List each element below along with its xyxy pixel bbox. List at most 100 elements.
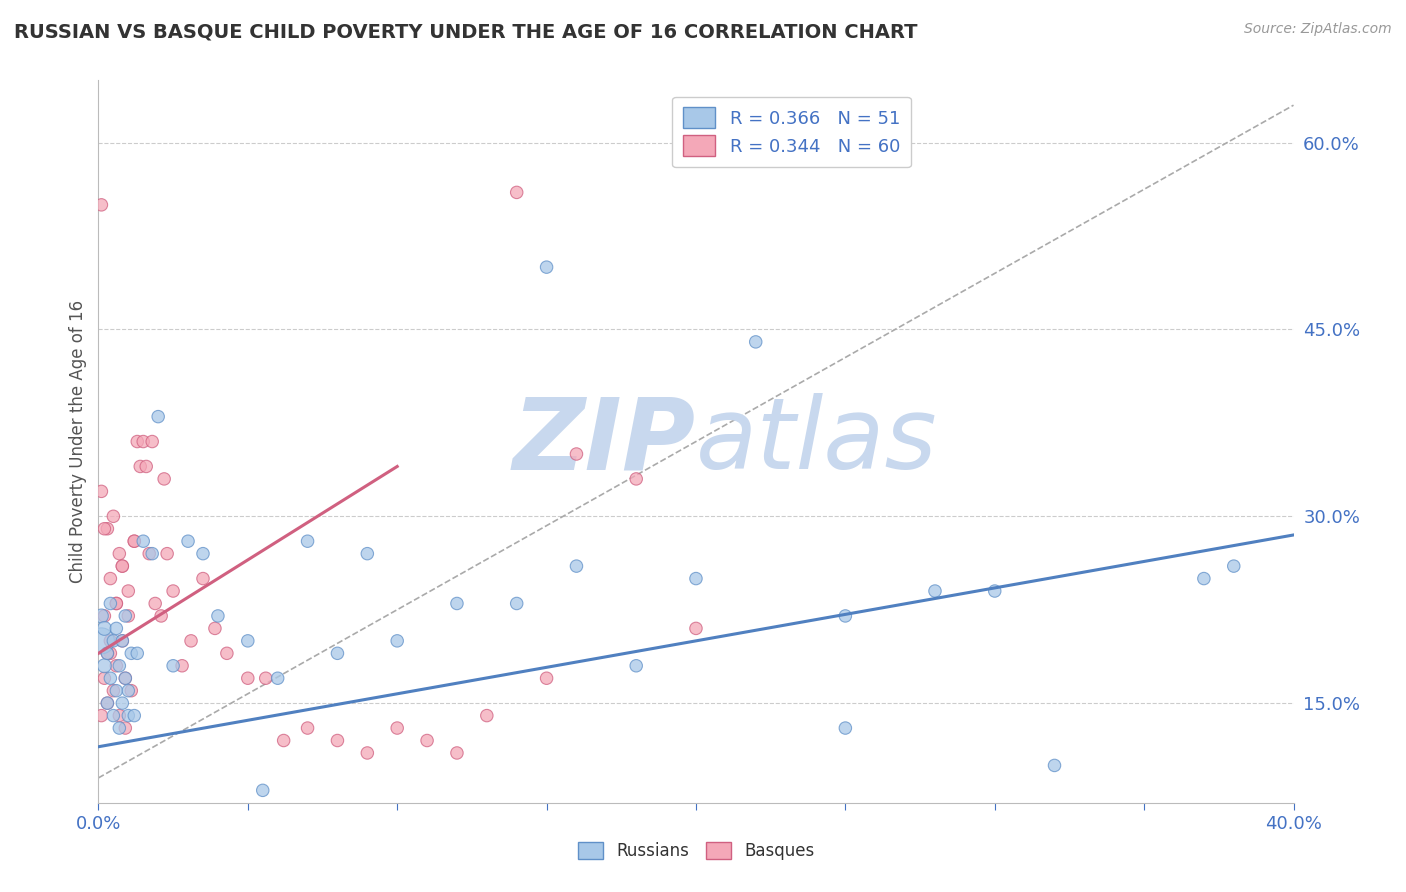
Point <box>93 621 115 635</box>
Point <box>103 683 125 698</box>
Text: atlas: atlas <box>696 393 938 490</box>
Point <box>108 547 131 561</box>
Point <box>114 721 136 735</box>
Point <box>685 621 707 635</box>
Point <box>180 633 202 648</box>
Point <box>475 708 498 723</box>
Point <box>356 746 378 760</box>
Point <box>108 658 131 673</box>
Point <box>446 597 468 611</box>
Point <box>207 609 229 624</box>
Point <box>98 671 122 685</box>
Point <box>105 621 128 635</box>
Point <box>141 434 163 449</box>
Point <box>90 609 112 624</box>
Point <box>834 721 856 735</box>
Point <box>132 534 155 549</box>
Point <box>124 534 146 549</box>
Point <box>297 534 319 549</box>
Text: Source: ZipAtlas.com: Source: ZipAtlas.com <box>1244 22 1392 37</box>
Point <box>98 572 122 586</box>
Point <box>111 633 134 648</box>
Point <box>117 584 139 599</box>
Point <box>132 434 155 449</box>
Legend: Russians, Basques: Russians, Basques <box>571 835 821 867</box>
Point <box>105 597 128 611</box>
Point <box>93 671 115 685</box>
Point <box>103 708 125 723</box>
Point <box>117 708 139 723</box>
Point <box>90 633 112 648</box>
Point <box>446 746 468 760</box>
Point <box>536 671 558 685</box>
Point <box>536 260 558 274</box>
Point <box>120 683 142 698</box>
Point <box>1192 572 1215 586</box>
Point <box>356 547 378 561</box>
Point <box>506 186 529 200</box>
Point <box>114 671 136 685</box>
Point <box>96 646 118 660</box>
Point <box>105 658 128 673</box>
Point <box>124 534 146 549</box>
Point <box>111 633 134 648</box>
Point <box>90 484 112 499</box>
Point <box>117 683 139 698</box>
Point <box>177 534 200 549</box>
Point <box>153 472 176 486</box>
Text: RUSSIAN VS BASQUE CHILD POVERTY UNDER THE AGE OF 16 CORRELATION CHART: RUSSIAN VS BASQUE CHILD POVERTY UNDER TH… <box>14 22 918 41</box>
Point <box>93 609 115 624</box>
Text: ZIP: ZIP <box>513 393 696 490</box>
Point <box>506 597 529 611</box>
Point <box>93 522 115 536</box>
Point <box>1043 758 1066 772</box>
Point <box>1223 559 1246 574</box>
Point <box>267 671 290 685</box>
Point <box>111 696 134 710</box>
Point <box>416 733 439 747</box>
Point <box>204 621 226 635</box>
Point <box>98 646 122 660</box>
Point <box>90 708 112 723</box>
Point <box>114 671 136 685</box>
Point <box>117 609 139 624</box>
Point <box>127 646 149 660</box>
Point <box>252 783 274 797</box>
Point <box>191 547 214 561</box>
Point <box>254 671 277 685</box>
Point <box>565 447 588 461</box>
Point <box>191 572 214 586</box>
Point <box>120 646 142 660</box>
Point <box>141 547 163 561</box>
Point <box>745 334 768 349</box>
Point <box>626 658 648 673</box>
Point <box>127 434 149 449</box>
Point <box>108 708 131 723</box>
Point <box>103 633 125 648</box>
Point <box>326 646 349 660</box>
Point <box>385 721 409 735</box>
Point <box>124 708 146 723</box>
Point <box>685 572 707 586</box>
Point <box>172 658 194 673</box>
Point <box>96 522 118 536</box>
Point <box>103 509 125 524</box>
Point <box>90 198 112 212</box>
Point <box>273 733 295 747</box>
Point <box>96 696 118 710</box>
Point <box>565 559 588 574</box>
Point <box>326 733 349 747</box>
Point <box>111 559 134 574</box>
Point <box>108 721 131 735</box>
Point <box>93 658 115 673</box>
Point <box>297 721 319 735</box>
Point <box>114 609 136 624</box>
Point <box>150 609 173 624</box>
Point <box>143 597 166 611</box>
Point <box>924 584 946 599</box>
Point <box>984 584 1007 599</box>
Point <box>834 609 856 624</box>
Point <box>626 472 648 486</box>
Point <box>105 597 128 611</box>
Point <box>111 559 134 574</box>
